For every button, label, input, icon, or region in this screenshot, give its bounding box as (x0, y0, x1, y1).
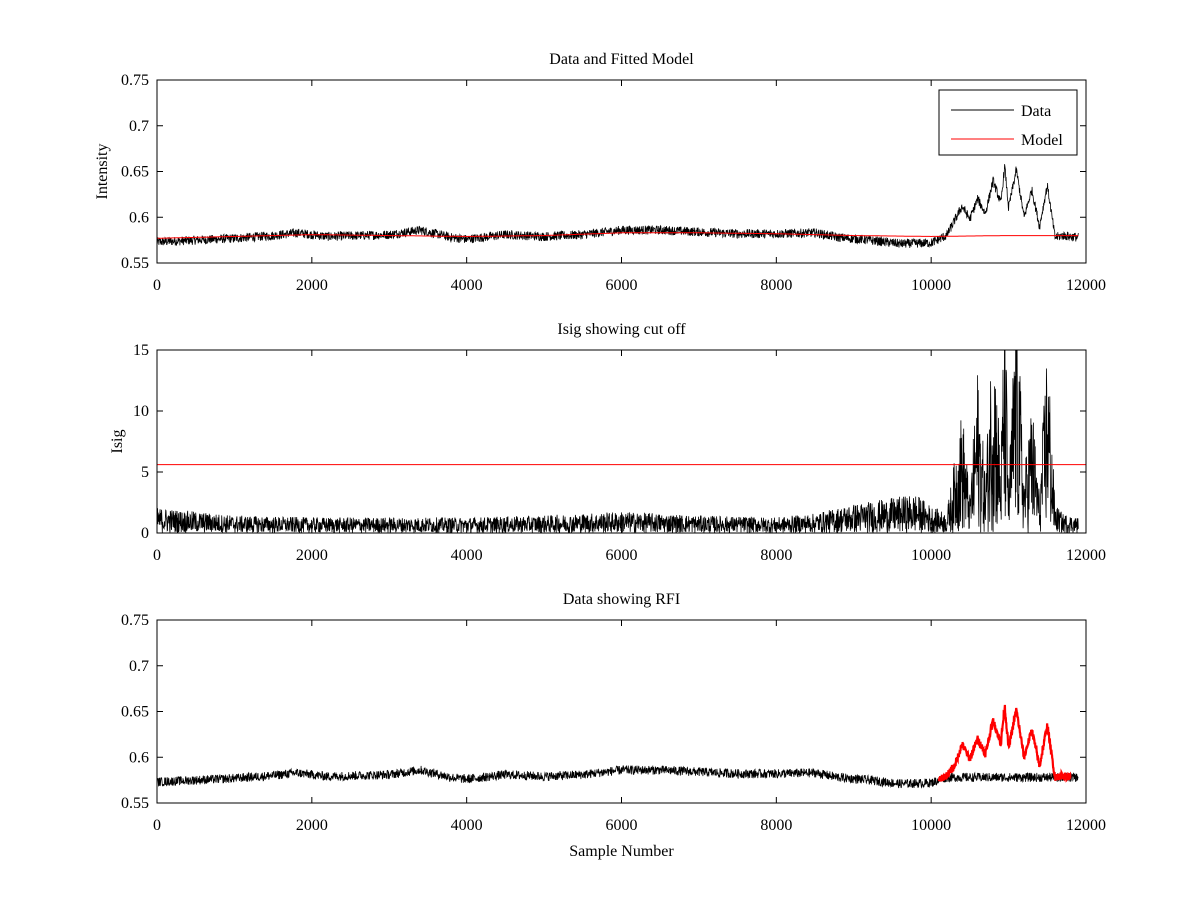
chart-panel-1: Data and Fitted Model 0 2000 4000 6000 8000 10… (94, 51, 1106, 294)
x-tick-label: 6000 (606, 547, 638, 564)
x-tick-label: 6000 (606, 277, 638, 294)
legend-box (938, 89, 1078, 156)
x-tick-label: 0 (153, 277, 161, 294)
y-tick-label: 0.65 (121, 164, 149, 181)
y-tick-label: 0.75 (121, 72, 149, 89)
data-series-line (157, 164, 1079, 249)
legend: Data Model (938, 89, 1078, 156)
x-tick-label: 12000 (1066, 547, 1106, 564)
x-tick-label: 8000 (760, 817, 792, 834)
y-tick-label: 15 (133, 342, 149, 359)
chart-title: Isig showing cut off (557, 321, 686, 338)
y-tick-label: 0.6 (129, 209, 149, 226)
x-tick-label: 12000 (1066, 277, 1106, 294)
x-tick-label: 12000 (1066, 817, 1106, 834)
y-tick-label: 10 (133, 403, 149, 420)
rfi-series-line (937, 704, 1072, 783)
x-tick-label: 2000 (296, 547, 328, 564)
legend-label-model: Model (1021, 132, 1063, 149)
x-tick-label: 4000 (451, 277, 483, 294)
y-tick-label: 0.75 (121, 612, 149, 629)
model-series-line (157, 232, 1079, 239)
data-series-line (157, 350, 1079, 533)
y-tick-label: 0.6 (129, 749, 149, 766)
x-tick-label: 2000 (296, 817, 328, 834)
x-tick-label: 4000 (451, 547, 483, 564)
legend-label-data: Data (1021, 103, 1051, 120)
y-tick-label: 0.7 (129, 118, 149, 135)
plot-area (157, 704, 1079, 789)
y-tick-label: 0.55 (121, 795, 149, 812)
x-tick-label: 4000 (451, 817, 483, 834)
axes-box (156, 349, 1087, 534)
y-tick-label: 0 (141, 525, 149, 542)
y-axis-label: Intensity (94, 144, 111, 200)
x-tick-label: 0 (153, 547, 161, 564)
y-tick-label: 0.55 (121, 255, 149, 272)
x-tick-label: 10000 (911, 547, 951, 564)
chart-title: Data and Fitted Model (549, 51, 694, 68)
y-tick-label: 0.7 (129, 658, 149, 675)
x-axis-label: Sample Number (569, 843, 674, 860)
data-series-line (157, 765, 1079, 789)
y-axis-label: Isig (109, 430, 126, 454)
y-tick-label: 5 (141, 464, 149, 481)
x-tick-label: 10000 (911, 817, 951, 834)
x-tick-label: 0 (153, 817, 161, 834)
x-tick-label: 8000 (760, 277, 792, 294)
y-tick-label: 0.65 (121, 704, 149, 721)
x-tick-label: 8000 (760, 547, 792, 564)
x-tick-label: 6000 (606, 817, 638, 834)
plot-area (157, 164, 1079, 249)
chart-title: Data showing RFI (563, 591, 680, 608)
plot-area (157, 350, 1079, 533)
x-tick-label: 2000 (296, 277, 328, 294)
x-tick-label: 10000 (911, 277, 951, 294)
chart-panel-3: Data showing RFI 0 2000 4000 6000 8000 10000 12… (121, 591, 1106, 860)
